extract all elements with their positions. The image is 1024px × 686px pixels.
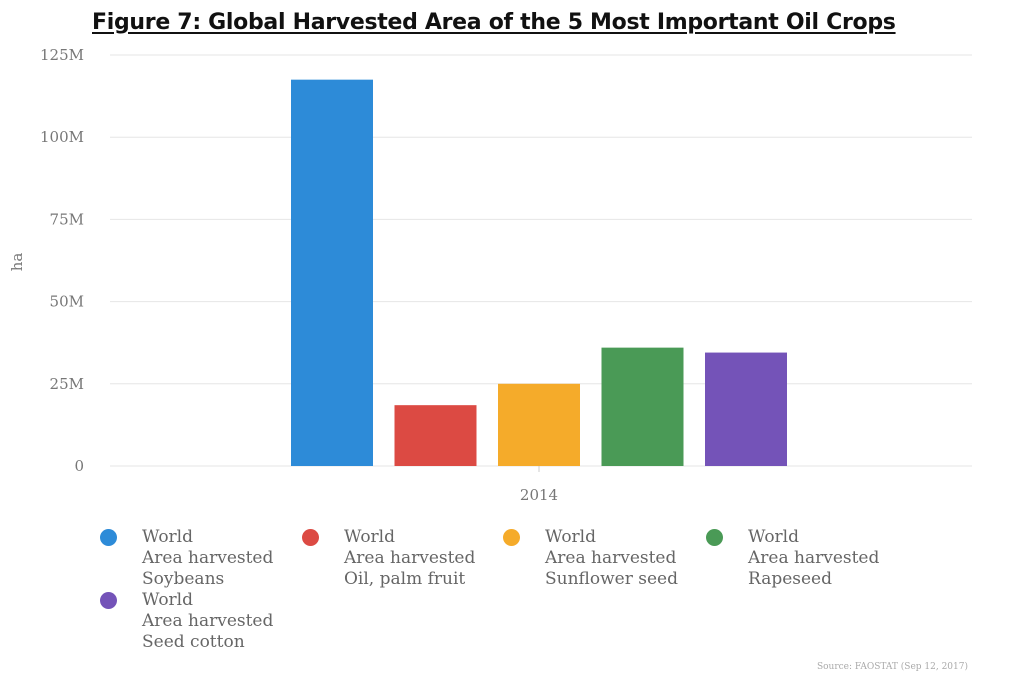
legend-label-line: Soybeans — [142, 569, 225, 589]
y-tick-label: 25M — [50, 375, 84, 393]
legend-label-line: World — [142, 527, 193, 547]
legend-label: World Area harvested Rapeseed — [748, 527, 879, 590]
bar-harvested-rapeseed — [601, 347, 684, 466]
bar-harvested-oil-palm-fruit — [394, 405, 477, 466]
legend-item[interactable]: World Area harvested Rapeseed — [706, 527, 879, 590]
legend-label-line: Sunflower seed — [545, 569, 678, 589]
chart-title: Figure 7: Global Harvested Area of the 5… — [92, 10, 896, 35]
legend-label: World Area harvested Oil, palm fruit — [344, 527, 475, 590]
legend-label-line: Area harvested — [142, 611, 274, 631]
bar-chart: 0 25M 50M 75M 100M 125M 2014 ha — [8, 46, 972, 504]
y-tick-label: 125M — [40, 46, 84, 64]
y-tick-label: 0 — [74, 457, 84, 475]
bar-harvested-seed-cotton — [705, 352, 787, 466]
y-axis-label: ha — [8, 253, 26, 272]
legend-label-line: World — [545, 527, 596, 547]
legend-label-line: Area harvested — [748, 548, 880, 568]
x-axis: 2014 — [520, 466, 558, 504]
legend-label-line: Area harvested — [344, 548, 476, 568]
source-note: Source: FAOSTAT (Sep 12, 2017) — [816, 662, 968, 672]
legend-label-line: World — [344, 527, 395, 547]
legend-marker-icon — [100, 529, 117, 546]
legend-label: World Area harvested Sunflower seed — [545, 527, 678, 590]
legend-label-line: Oil, palm fruit — [344, 569, 466, 589]
y-tick-label: 100M — [40, 128, 84, 146]
legend-label-line: Area harvested — [142, 548, 274, 568]
x-tick-label: 2014 — [520, 486, 558, 504]
legend-item[interactable]: World Area harvested Soybeans — [100, 527, 273, 590]
bar-harvested-sunflower-seed — [498, 383, 580, 466]
bars — [291, 79, 787, 466]
y-tick-label: 75M — [50, 210, 84, 228]
legend-marker-icon — [503, 529, 520, 546]
y-axis-tick-labels: 0 25M 50M 75M 100M 125M — [40, 46, 84, 475]
legend-marker-icon — [706, 529, 723, 546]
y-tick-label: 50M — [50, 293, 84, 311]
legend-marker-icon — [100, 592, 117, 609]
legend-label-line: Area harvested — [545, 548, 677, 568]
legend-label-line: Seed cotton — [142, 632, 245, 652]
legend-label-line: World — [748, 527, 799, 547]
chart-legend: World Area harvested Soybeans World Area har… — [100, 527, 960, 657]
legend-item[interactable]: World Area harvested Seed cotton — [100, 590, 273, 653]
legend-item[interactable]: World Area harvested Sunflower seed — [503, 527, 678, 590]
legend-label-line: Rapeseed — [748, 569, 832, 589]
legend-label: World Area harvested Seed cotton — [142, 590, 273, 653]
legend-label-line: World — [142, 590, 193, 610]
legend-item[interactable]: World Area harvested Oil, palm fruit — [302, 527, 475, 590]
legend-label: World Area harvested Soybeans — [142, 527, 273, 590]
bar-harvested-soybeans — [291, 79, 373, 466]
legend-marker-icon — [302, 529, 319, 546]
